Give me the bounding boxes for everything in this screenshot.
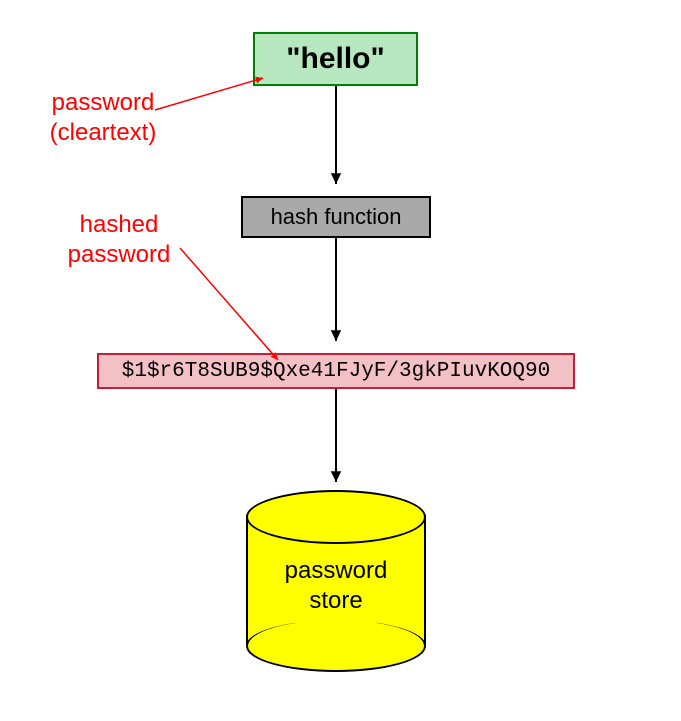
hashed-output-box: $1$r6T8SUB9$Qxe41FJyF/3gkPIuvKOQ90 <box>97 353 575 389</box>
input-cleartext-box: "hello" <box>253 32 418 86</box>
hash-function-box: hash function <box>241 196 431 238</box>
cylinder-bottom <box>246 620 426 672</box>
annotation-hashed: hashed password <box>44 210 194 270</box>
hash-function-text: hash function <box>271 204 402 230</box>
cylinder-top <box>246 490 426 544</box>
hashed-output-text: $1$r6T8SUB9$Qxe41FJyF/3gkPIuvKOQ90 <box>122 360 550 383</box>
password-store-cylinder: password store <box>246 490 426 670</box>
password-store-label: password store <box>246 556 426 616</box>
input-cleartext-text: "hello" <box>286 42 384 76</box>
annotation-cleartext: password (cleartext) <box>18 88 188 148</box>
